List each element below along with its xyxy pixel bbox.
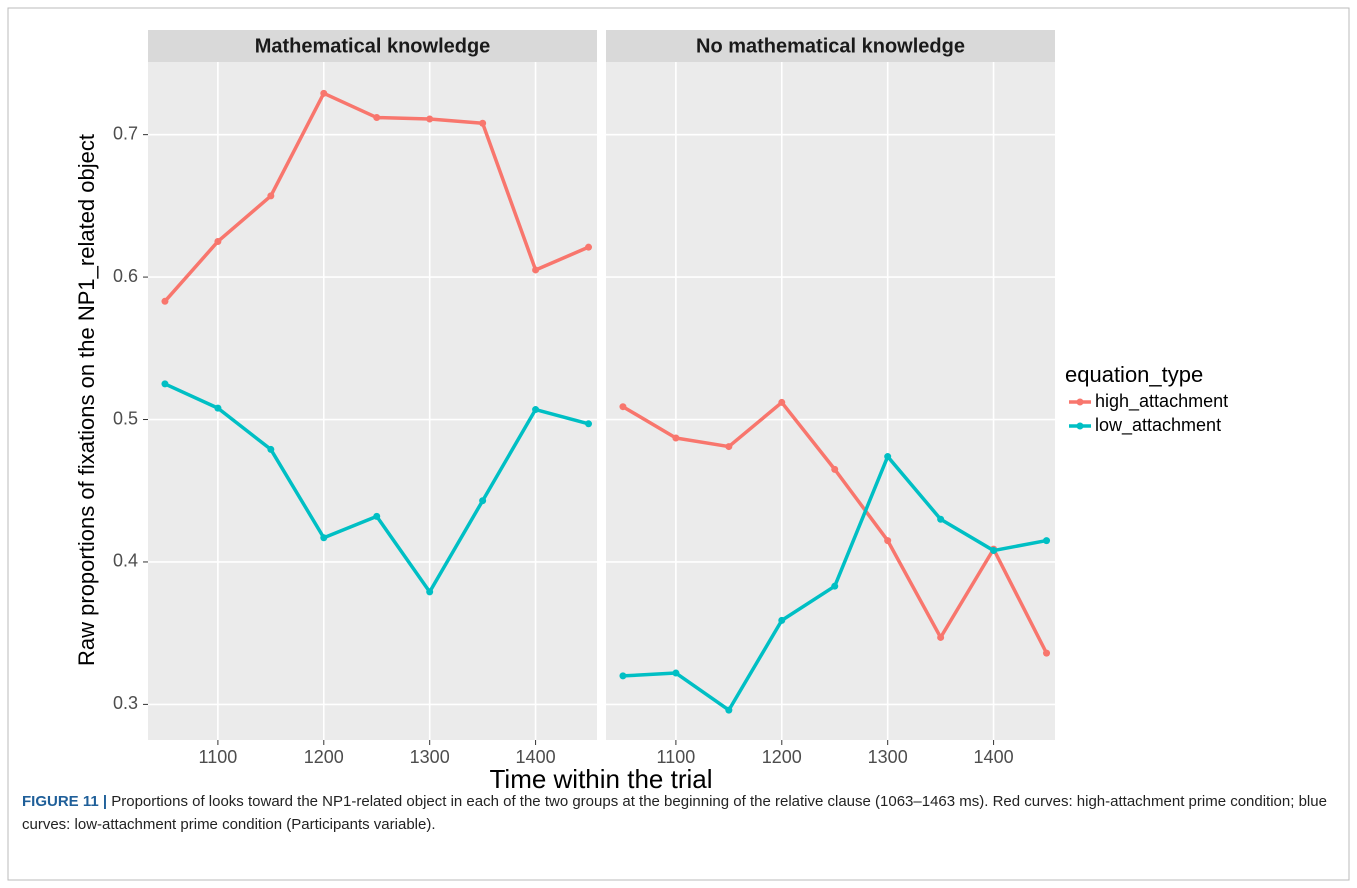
x-tick-label: 1100 [657, 747, 696, 767]
x-tick-label: 1300 [868, 747, 908, 767]
point [585, 420, 593, 428]
point [214, 404, 222, 412]
caption-label: FIGURE 11 | [22, 793, 108, 810]
point [426, 588, 434, 596]
facet-title: Mathematical knowledge [255, 35, 491, 57]
point [619, 672, 627, 680]
point [267, 445, 275, 453]
y-tick-label: 0.5 [113, 408, 138, 428]
point [672, 434, 680, 442]
y-tick-label: 0.7 [113, 123, 138, 143]
point [831, 582, 839, 590]
x-tick-label: 1400 [974, 747, 1014, 767]
point [725, 443, 733, 451]
y-tick-label: 0.6 [113, 266, 138, 286]
caption: FIGURE 11 | Proportions of looks toward … [22, 790, 1332, 836]
y-axis-label: Raw proportions of fixations on the NP1_… [74, 134, 99, 666]
frame [7, 7, 1350, 881]
y-tick-label: 0.4 [113, 551, 138, 571]
point [267, 192, 275, 200]
point [161, 380, 169, 388]
x-tick-label: 1200 [762, 747, 802, 767]
panel [148, 62, 597, 740]
x-tick-label: 1200 [304, 747, 344, 767]
point [479, 119, 487, 127]
strip [148, 30, 597, 62]
caption-text: Proportions of looks toward the NP1-rela… [22, 793, 1327, 833]
point [884, 537, 892, 545]
point [725, 706, 733, 714]
legend-key [1076, 398, 1084, 406]
point [937, 633, 945, 641]
point [619, 403, 627, 411]
y-tick-label: 0.3 [113, 693, 138, 713]
point [426, 115, 434, 123]
x-axis-label: Time within the trial [490, 764, 713, 794]
point [532, 406, 540, 414]
legend-title: equation_type [1065, 362, 1203, 387]
point [778, 398, 786, 406]
point [320, 89, 328, 97]
point [1043, 537, 1051, 545]
point [479, 497, 487, 505]
panel [606, 62, 1055, 740]
x-tick-label: 1400 [516, 747, 556, 767]
point [373, 512, 381, 520]
legend-label: high_attachment [1095, 391, 1228, 412]
point [585, 243, 593, 251]
x-tick-label: 1100 [199, 747, 238, 767]
strip [606, 30, 1055, 62]
legend-label: low_attachment [1095, 415, 1221, 436]
point [990, 547, 998, 555]
point [373, 114, 381, 122]
point [884, 453, 892, 461]
point [214, 237, 222, 245]
legend-key [1076, 422, 1084, 430]
point [937, 515, 945, 523]
point [320, 534, 328, 542]
x-tick-label: 1300 [410, 747, 450, 767]
point [532, 266, 540, 274]
point [161, 297, 169, 305]
point [831, 465, 839, 473]
point [778, 616, 786, 624]
point [1043, 649, 1051, 657]
point [672, 669, 680, 677]
facet-title: No mathematical knowledge [696, 35, 965, 57]
